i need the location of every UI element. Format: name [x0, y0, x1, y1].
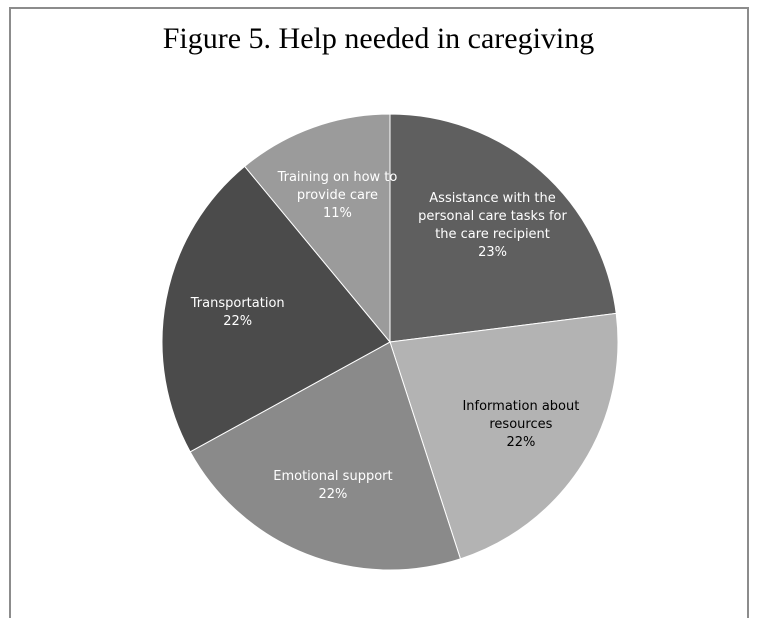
slice-category: Information about resources	[462, 399, 580, 433]
slice-category: Transportation	[190, 295, 285, 311]
slice-label: Assistance with the personal care tasks …	[418, 190, 568, 262]
slice-label: Emotional support 22%	[258, 468, 408, 504]
slice-label: Information about resources 22%	[446, 398, 596, 452]
slice-category: Training on how to provide care	[277, 170, 398, 204]
pie-slice	[389, 312, 619, 560]
slice-value: 22%	[223, 313, 253, 329]
slice-value: 23%	[478, 244, 507, 260]
slice-label: Transportation 22%	[163, 295, 313, 331]
pie-slice	[243, 113, 391, 344]
pie-slice	[161, 165, 391, 453]
slice-value: 22%	[506, 435, 536, 451]
slice-label: Training on how to provide care 11%	[262, 169, 412, 223]
slice-value: 22%	[318, 487, 348, 503]
frame	[9, 7, 749, 618]
pie-slice	[389, 113, 617, 343]
slice-category: Emotional support	[273, 469, 393, 485]
chart-title: Figure 5. Help needed in caregiving	[162, 22, 595, 55]
slice-category: Assistance with the personal care tasks …	[418, 190, 567, 242]
pie-slice	[189, 341, 462, 571]
slice-value: 11%	[323, 206, 352, 222]
